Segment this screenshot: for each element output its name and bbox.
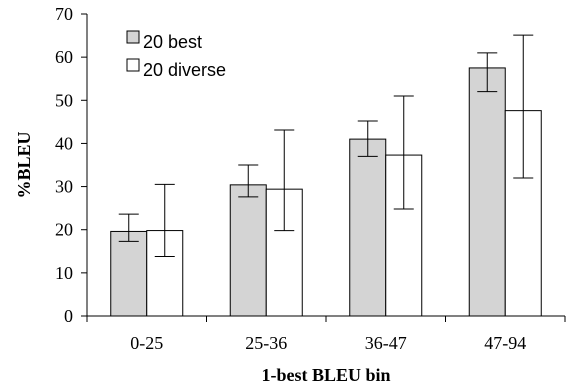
y-tick-label: 70	[55, 4, 73, 24]
bars-layer	[110, 67, 542, 317]
x-axis-title: 1-best BLEU bin	[261, 365, 390, 385]
bar-best	[468, 67, 506, 317]
x-tick-label: 0-25	[130, 333, 163, 353]
x-tick-label: 47-94	[484, 333, 526, 353]
y-tick-label: 20	[55, 220, 73, 240]
x-tick-label: 36-47	[365, 333, 407, 353]
legend-label-20-diverse: 20 diverse	[143, 60, 226, 80]
bar-diverse	[504, 110, 542, 317]
y-axis-title: %BLEU	[14, 131, 34, 198]
y-tick-label: 50	[55, 90, 73, 110]
legend-swatch-20-diverse	[126, 58, 140, 72]
x-ticks: 0-25 25-36 36-47 47-94	[86, 316, 566, 353]
y-tick-label: 10	[55, 263, 73, 283]
y-tick-label: 60	[55, 47, 73, 67]
y-tick-label: 30	[55, 177, 73, 197]
legend: 20 best 20 diverse	[126, 30, 226, 80]
bar-best	[110, 230, 148, 317]
y-tick-label: 0	[64, 306, 73, 326]
bar-best	[349, 138, 387, 317]
x-tick-label: 25-36	[245, 333, 287, 353]
error-bars-layer	[118, 34, 534, 257]
y-ticks: 0 10 20 30 40 50 60 70	[55, 4, 87, 326]
legend-label-20-best: 20 best	[143, 32, 202, 52]
legend-swatch-20-best	[126, 30, 140, 44]
y-tick-label: 40	[55, 133, 73, 153]
bar-best	[229, 184, 267, 317]
